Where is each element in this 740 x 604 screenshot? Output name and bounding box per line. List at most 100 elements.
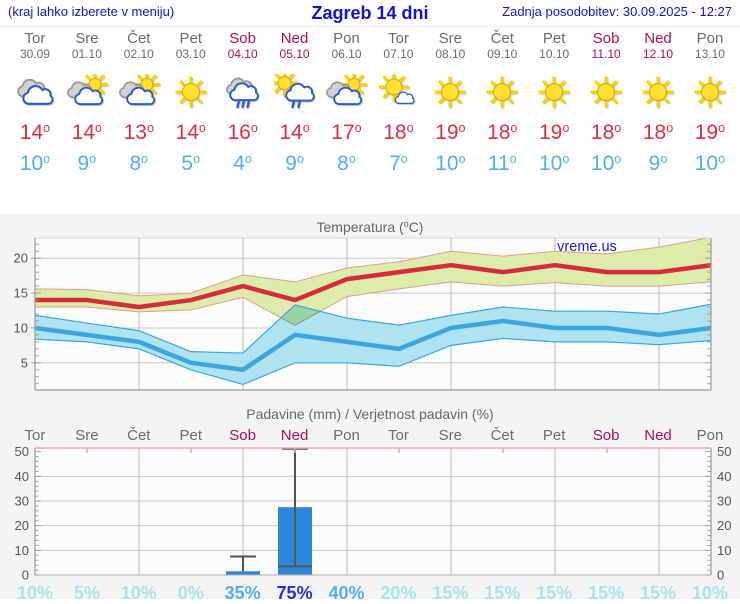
precip-day-label-13: Ned	[644, 427, 672, 444]
day-name: Pet	[542, 30, 566, 47]
precip-probability-9: 15%	[432, 583, 469, 603]
max-temperature: 14o	[279, 117, 309, 144]
degree-sign: o	[141, 152, 149, 166]
forecast-day-11[interactable]: Pet 10.10 19o 10o	[528, 27, 580, 214]
forecast-day-5[interactable]: Sob 04.10 16o 4o	[217, 27, 269, 214]
min-temp-value: 5	[181, 152, 194, 175]
min-temperature: 4o	[233, 148, 252, 175]
precip-day-label-10: Čet	[490, 427, 514, 444]
degree-sign: o	[43, 121, 51, 135]
day-date: 12.10	[643, 47, 674, 61]
degree-sign: o	[95, 121, 103, 135]
precip-probability-12: 15%	[588, 583, 625, 603]
day-date: 06.10	[331, 47, 362, 61]
min-temperature: 9o	[78, 148, 97, 175]
degree-sign: o	[562, 121, 570, 135]
mostly-sunny-icon	[377, 71, 419, 112]
min-temp-value: 9	[285, 152, 297, 175]
max-temp-value: 19	[538, 121, 563, 144]
min-temp-value: 9	[77, 152, 90, 175]
sunny-icon	[585, 74, 627, 112]
degree-sign: o	[198, 121, 206, 135]
max-temp-value: 18	[590, 121, 615, 144]
precip-day-label-4: Pet	[179, 427, 202, 444]
precip-probability-14: 10%	[691, 583, 728, 603]
degree-sign: o	[354, 121, 362, 135]
precip-probability-7: 40%	[328, 583, 365, 603]
day-name: Sob	[592, 30, 620, 47]
day-date: 03.10	[175, 47, 206, 61]
forecast-day-14[interactable]: Pon 13.10 19o 10o	[684, 27, 736, 214]
precipitation-chart: 0 0 10 10 20 20 30 30 40 40 50 50	[15, 444, 732, 582]
forecast-day-6[interactable]: Ned 05.10 14o 9o	[269, 27, 321, 214]
precip-day-label-6: Ned	[280, 427, 309, 444]
precip-probability-4: 0%	[177, 583, 204, 603]
precip-ytick-label-right: 20	[717, 518, 731, 533]
degree-sign: o	[89, 152, 97, 166]
max-temp-value: 18	[642, 121, 667, 144]
min-temperature: 10o	[591, 148, 621, 175]
min-temperature: 5o	[181, 148, 200, 175]
forecast-day-7[interactable]: Pon 06.10 17o 8 o	[321, 27, 373, 214]
forecast-day-13[interactable]: Ned 12.10 18o 9o	[632, 27, 684, 214]
max-temperature: 18o	[591, 117, 621, 144]
precip-day-label-14: Pon	[696, 427, 724, 444]
precip-ytick-label-left: 20	[15, 518, 29, 533]
degree-sign: o	[146, 121, 154, 135]
temp-title-text: Temperatura (	[316, 219, 404, 235]
degree-sign: o	[614, 152, 622, 166]
precip-probability-5: 35%	[224, 583, 261, 603]
sunny-icon	[533, 74, 575, 112]
forecast-day-9[interactable]: Sre 08.10 19o 10o	[424, 27, 476, 214]
day-date: 01.10	[71, 47, 102, 61]
precip-probability-3: 10%	[120, 583, 157, 603]
forecast-strip: Tor 30.09 14o 10o Sre 01.10 14o 9o Čet 02.10 13o 8o…	[0, 27, 740, 214]
min-temp-value: 10	[19, 152, 44, 175]
degree-sign: o	[510, 121, 518, 135]
day-date: 11.10	[591, 47, 621, 61]
day-name: Sre	[75, 30, 99, 47]
forecast-day-12[interactable]: Sob 11.10 18o 10o	[580, 27, 632, 214]
min-temp-value: 4	[233, 152, 245, 175]
min-temperature: 7o	[389, 148, 408, 175]
degree-sign: o	[660, 152, 668, 166]
precip-plot-area	[35, 448, 711, 575]
precip-ytick-label-right: 30	[717, 494, 731, 509]
forecast-day-2[interactable]: Sre 01.10 14o 9o	[61, 27, 113, 214]
precip-ytick-label-right: 50	[717, 446, 731, 459]
day-date: 10.10	[539, 47, 570, 61]
cloudy-icon	[14, 74, 56, 112]
precip-day-label-1: Tor	[24, 427, 46, 444]
min-temperature: 8o	[129, 148, 148, 175]
precip-ytick-label-left: 30	[15, 494, 29, 509]
precip-probability-11: 15%	[536, 583, 573, 603]
forecast-day-3[interactable]: Čet 02.10 13o 8o	[113, 27, 165, 214]
precip-ytick-label-left: 50	[15, 446, 29, 459]
degree-sign: o	[666, 121, 674, 135]
max-temperature: 17o	[331, 117, 361, 144]
degree-sign: o	[458, 121, 466, 135]
degree-sign: o	[400, 152, 408, 166]
charts-section: Temperatura (oC) 5 10 15 20 vreme.us Padavin…	[0, 214, 740, 603]
degree-sign: o	[718, 152, 726, 166]
precip-ytick-label-right: 10	[717, 543, 731, 558]
watermark-link[interactable]: vreme.us	[557, 239, 617, 255]
forecast-day-10[interactable]: Čet 09.10 18o 11o	[476, 27, 528, 214]
forecast-day-4[interactable]: Pet 03.10 14o 5o	[165, 27, 217, 214]
day-name: Tor	[24, 30, 46, 47]
min-temp-value: 8	[129, 152, 142, 175]
min-temp-value: 11	[487, 152, 510, 175]
max-temp-value: 17	[331, 121, 355, 144]
min-temperature: 10o	[435, 148, 465, 175]
temperature-chart: 5 10 15 20 vreme.us	[14, 237, 712, 391]
partly-cloudy-icon	[66, 71, 108, 112]
precip-ytick-label-right: 40	[717, 469, 731, 484]
partly-cloudy-icon	[325, 71, 368, 112]
min-temp-value: 8	[337, 152, 349, 175]
day-name: Ned	[644, 30, 672, 47]
day-name: Pon	[333, 30, 360, 47]
min-temperature: 10o	[695, 148, 725, 175]
forecast-day-1[interactable]: Tor 30.09 14o 10o	[9, 27, 61, 214]
max-temp-value: 14	[19, 121, 44, 144]
forecast-day-8[interactable]: Tor 07.10 18o 7o	[372, 27, 424, 214]
